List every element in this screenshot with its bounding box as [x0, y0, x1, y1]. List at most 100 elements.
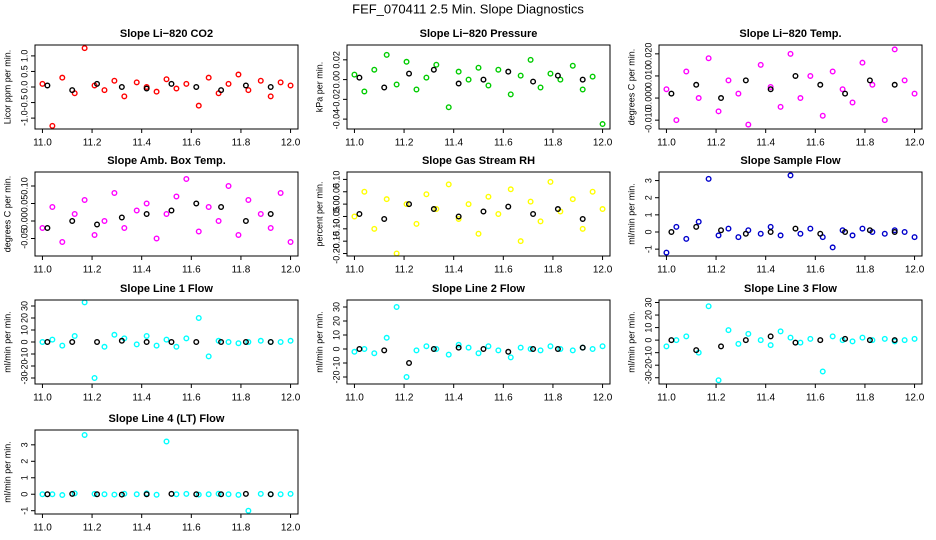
point [44, 224, 51, 231]
point [242, 490, 249, 497]
point [829, 333, 836, 340]
point [44, 491, 51, 498]
point [245, 87, 252, 94]
point [118, 214, 125, 221]
y-tick-label: -1.0 [19, 110, 29, 126]
point [235, 340, 242, 347]
x-tick-label: 11.4 [444, 138, 463, 149]
x-tick-label: 11.4 [132, 523, 151, 534]
point [245, 339, 252, 346]
point [143, 210, 150, 217]
panel-title: Slope Line 1 Flow [120, 283, 213, 295]
plot-frame [658, 171, 923, 257]
point [599, 121, 606, 128]
x-tick-label: 11.8 [232, 265, 251, 276]
point [173, 491, 180, 498]
y-tick-label: 10 [643, 323, 653, 333]
point [403, 58, 410, 65]
point [797, 230, 804, 237]
panel-title: Slope Line 3 Flow [744, 283, 837, 295]
y-tick-label: 30 [643, 297, 653, 307]
point [859, 225, 866, 232]
panel-title: Slope Li−820 Temp. [739, 28, 841, 40]
y-tick-label: -0.5 [19, 95, 29, 111]
point [505, 203, 512, 210]
y-tick-label: 0.00 [19, 212, 29, 230]
point [683, 235, 690, 242]
point [118, 491, 125, 498]
point [537, 218, 544, 225]
point [59, 74, 66, 81]
x-tick-label: 11.2 [395, 393, 414, 404]
x-tick-label: 11.8 [856, 265, 875, 276]
point [406, 360, 413, 367]
point [121, 224, 128, 231]
x-tick-label: 11.4 [132, 393, 151, 404]
point [911, 234, 918, 241]
point [133, 207, 140, 214]
y-tick-label: 20 [19, 313, 29, 323]
y-tick-label: -1 [19, 507, 29, 515]
point [218, 87, 225, 94]
y-tick-label: -0.010 [643, 107, 653, 133]
y-tick-label: -0.04 [331, 109, 341, 130]
point [663, 86, 670, 93]
point [423, 74, 430, 81]
point [475, 350, 482, 357]
x-tick-label: 11.0 [657, 138, 676, 149]
x-tick-label: 11.6 [182, 523, 201, 534]
point [465, 76, 472, 83]
y-tick-label: -20 [19, 359, 29, 372]
point [455, 213, 462, 220]
point [69, 339, 76, 346]
point [71, 210, 78, 217]
point [881, 117, 888, 124]
point [891, 228, 898, 235]
point [599, 343, 606, 350]
point [91, 375, 98, 382]
point [663, 249, 670, 256]
point [455, 341, 462, 348]
y-tick-label: 0 [643, 229, 653, 234]
point [911, 335, 918, 342]
point [44, 339, 51, 346]
point [745, 121, 752, 128]
point [891, 81, 898, 88]
point [381, 215, 388, 222]
point [143, 491, 150, 498]
point [69, 490, 76, 497]
x-tick-label: 11.0 [33, 393, 52, 404]
x-tick-label: 11.0 [657, 393, 676, 404]
x-tick-label: 11.4 [756, 138, 775, 149]
point [277, 339, 284, 346]
point [193, 491, 200, 498]
point [715, 377, 722, 384]
point [205, 203, 212, 210]
point [901, 77, 908, 84]
point [423, 343, 430, 350]
y-tick-label: -10 [331, 356, 341, 369]
plot-frame [34, 44, 299, 130]
point [599, 206, 606, 213]
point [891, 46, 898, 53]
point [81, 431, 88, 438]
point [455, 68, 462, 75]
x-tick-label: 12.0 [593, 265, 613, 276]
y-axis-label: ml/min per min. [314, 311, 324, 373]
y-tick-label: 30 [331, 302, 341, 312]
point [430, 66, 437, 73]
point [742, 77, 749, 84]
point [735, 340, 742, 347]
point [215, 490, 222, 497]
point [168, 207, 175, 214]
point [455, 215, 462, 222]
point [530, 78, 537, 85]
point [767, 342, 774, 349]
y-tick-label: 0.05 [331, 183, 341, 201]
point [849, 99, 856, 106]
y-tick-label: -0.05 [331, 206, 341, 227]
point [547, 343, 554, 350]
point [742, 230, 749, 237]
point [881, 335, 888, 342]
x-tick-label: 12.0 [593, 393, 613, 404]
